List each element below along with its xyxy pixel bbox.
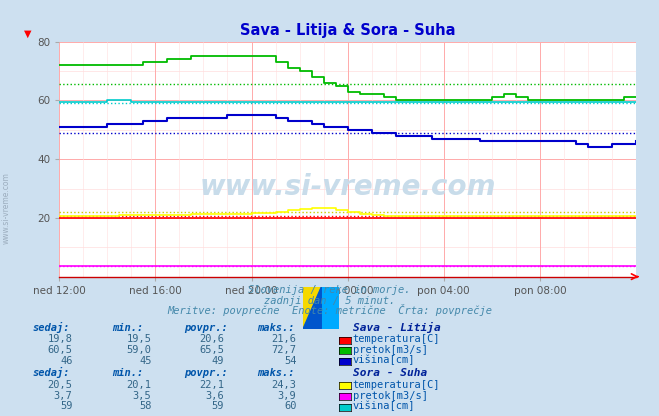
- Text: pretok[m3/s]: pretok[m3/s]: [353, 391, 428, 401]
- Text: temperatura[C]: temperatura[C]: [353, 380, 440, 390]
- Bar: [322, 287, 339, 329]
- Text: 20,1: 20,1: [127, 380, 152, 390]
- Bar: [303, 287, 322, 329]
- Text: www.si-vreme.com: www.si-vreme.com: [2, 172, 11, 244]
- Text: 65,5: 65,5: [199, 345, 224, 355]
- Text: Meritve: povprečne  Enote: metrične  Črta: povprečje: Meritve: povprečne Enote: metrične Črta:…: [167, 304, 492, 316]
- Text: 60: 60: [284, 401, 297, 411]
- Text: ▼: ▼: [24, 29, 32, 39]
- Text: višina[cm]: višina[cm]: [353, 355, 415, 366]
- Title: Sava - Litija & Sora - Suha: Sava - Litija & Sora - Suha: [240, 22, 455, 38]
- Text: povpr.:: povpr.:: [185, 323, 228, 333]
- Text: 58: 58: [139, 401, 152, 411]
- Text: 19,8: 19,8: [47, 334, 72, 344]
- Text: 3,9: 3,9: [278, 391, 297, 401]
- Text: 59,0: 59,0: [127, 345, 152, 355]
- Text: 20,6: 20,6: [199, 334, 224, 344]
- Text: pretok[m3/s]: pretok[m3/s]: [353, 345, 428, 355]
- Text: 45: 45: [139, 356, 152, 366]
- Text: 3,7: 3,7: [54, 391, 72, 401]
- Text: 49: 49: [212, 356, 224, 366]
- Text: sedaj:: sedaj:: [33, 367, 71, 379]
- Polygon shape: [303, 287, 322, 329]
- Text: min.:: min.:: [112, 369, 143, 379]
- Text: 3,5: 3,5: [133, 391, 152, 401]
- Text: 20,5: 20,5: [47, 380, 72, 390]
- Text: 46: 46: [60, 356, 72, 366]
- Text: 59: 59: [212, 401, 224, 411]
- Text: 60,5: 60,5: [47, 345, 72, 355]
- Text: 24,3: 24,3: [272, 380, 297, 390]
- Text: 19,5: 19,5: [127, 334, 152, 344]
- Text: 72,7: 72,7: [272, 345, 297, 355]
- Text: Slovenija / reke in morje.: Slovenija / reke in morje.: [248, 285, 411, 295]
- Text: www.si-vreme.com: www.si-vreme.com: [200, 173, 496, 201]
- Text: maks.:: maks.:: [257, 369, 295, 379]
- Text: Sora - Suha: Sora - Suha: [353, 369, 427, 379]
- Text: temperatura[C]: temperatura[C]: [353, 334, 440, 344]
- Text: zadnji dan / 5 minut.: zadnji dan / 5 minut.: [264, 296, 395, 306]
- Text: 54: 54: [284, 356, 297, 366]
- Text: Sava - Litija: Sava - Litija: [353, 322, 440, 333]
- Text: 21,6: 21,6: [272, 334, 297, 344]
- Text: 3,6: 3,6: [206, 391, 224, 401]
- Text: min.:: min.:: [112, 323, 143, 333]
- Text: višina[cm]: višina[cm]: [353, 401, 415, 411]
- Text: sedaj:: sedaj:: [33, 322, 71, 333]
- Text: povpr.:: povpr.:: [185, 369, 228, 379]
- Text: 59: 59: [60, 401, 72, 411]
- Text: maks.:: maks.:: [257, 323, 295, 333]
- Text: 22,1: 22,1: [199, 380, 224, 390]
